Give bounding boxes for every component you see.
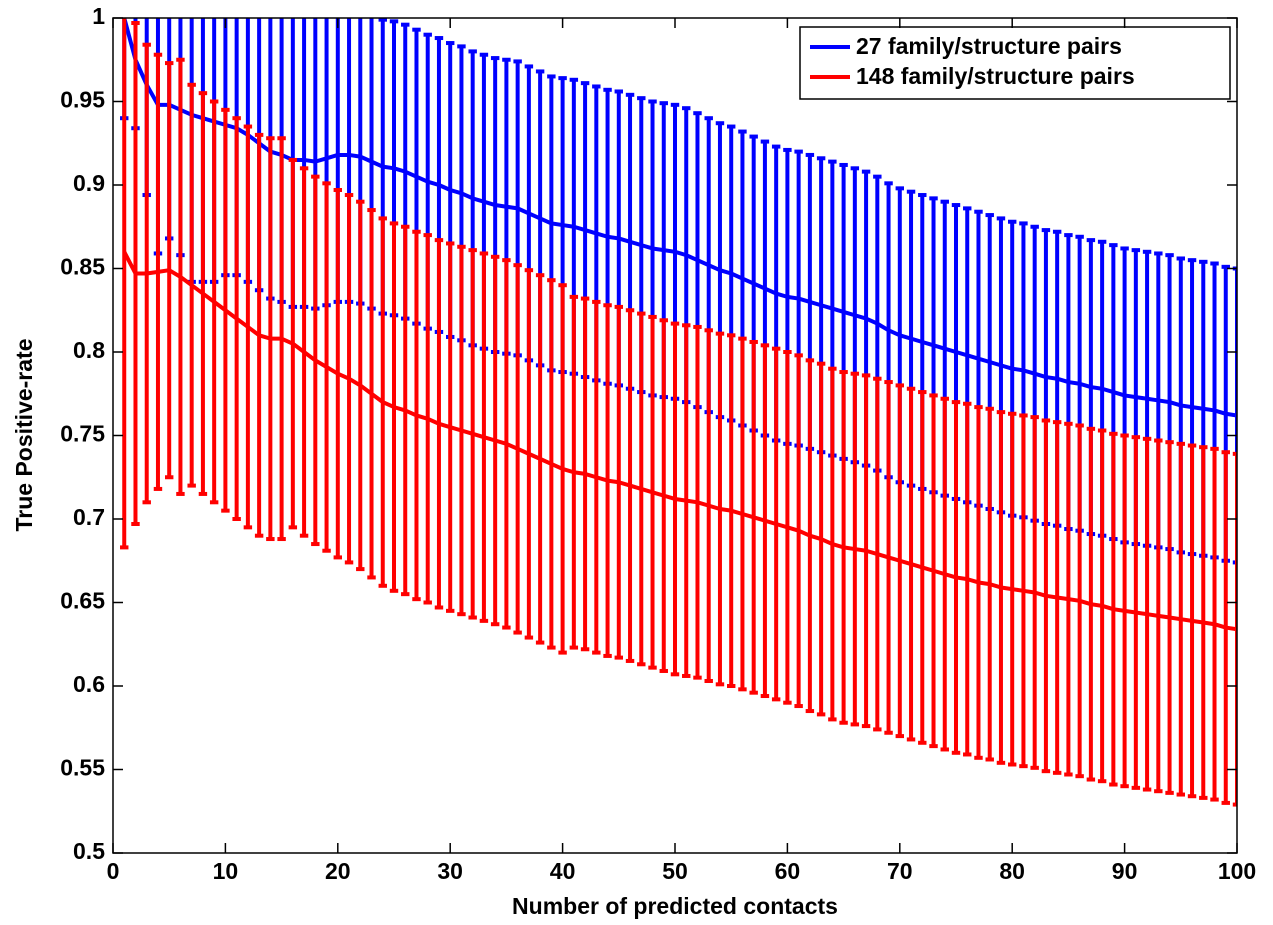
x-tick-label: 10 — [213, 858, 239, 884]
x-tick-label: 100 — [1218, 858, 1256, 884]
x-tick-label: 90 — [1112, 858, 1138, 884]
legend-label: 27 family/structure pairs — [856, 33, 1122, 59]
y-tick-label: 0.9 — [73, 170, 105, 196]
x-tick-label: 50 — [662, 858, 688, 884]
x-tick-label: 20 — [325, 858, 351, 884]
y-tick-label: 0.85 — [60, 254, 105, 280]
y-tick-label: 1 — [92, 3, 105, 29]
y-axis-label: True Positive-rate — [11, 338, 37, 531]
y-tick-label: 0.55 — [60, 755, 105, 781]
y-tick-label: 0.7 — [73, 504, 105, 530]
x-tick-label: 40 — [550, 858, 576, 884]
x-axis-label: Number of predicted contacts — [512, 893, 838, 919]
y-tick-label: 0.75 — [60, 421, 105, 447]
error-bar — [1232, 451, 1237, 807]
x-tick-label: 30 — [437, 858, 463, 884]
legend-box — [799, 26, 1231, 100]
y-tick-label: 0.6 — [73, 671, 105, 697]
x-tick-label: 70 — [887, 858, 913, 884]
x-tick-label: 80 — [999, 858, 1025, 884]
y-tick-label: 0.65 — [60, 588, 105, 614]
mean-line — [122, 250, 1237, 632]
legend: 27 family/structure pairs 148 family/stru… — [799, 26, 1231, 100]
y-tick-label: 0.5 — [73, 838, 105, 864]
mean-line — [122, 18, 1237, 418]
legend-label: 148 family/structure pairs — [856, 63, 1135, 89]
x-tick-label: 60 — [775, 858, 801, 884]
x-tick-label: 0 — [107, 858, 120, 884]
y-tick-label: 0.95 — [60, 87, 105, 113]
y-tick-label: 0.8 — [73, 337, 105, 363]
data-layer — [120, 18, 1237, 807]
